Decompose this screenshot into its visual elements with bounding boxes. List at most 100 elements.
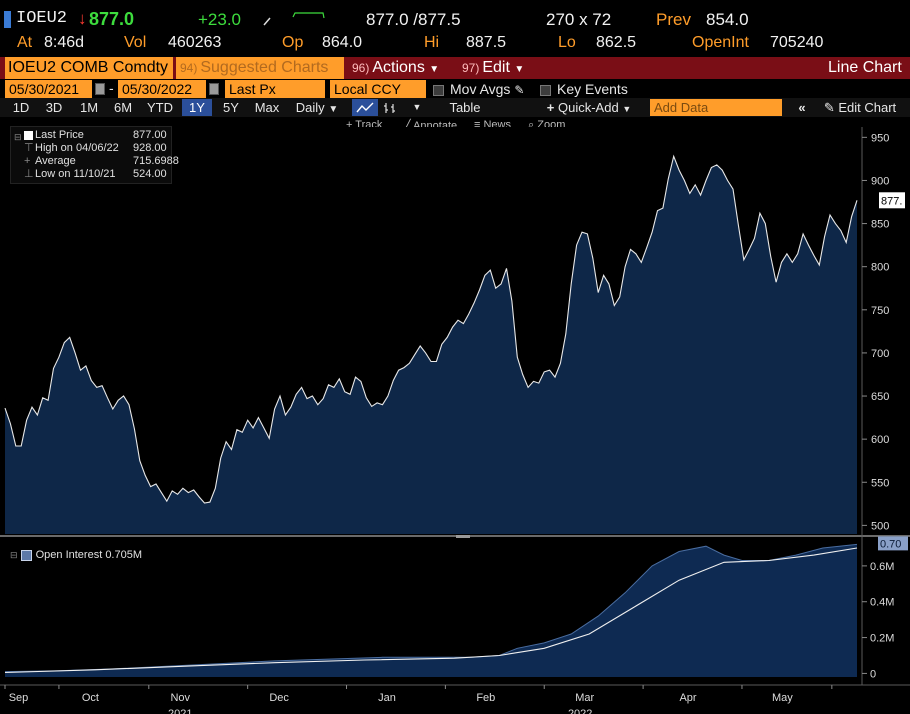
y-tick-label: 700 xyxy=(871,348,889,360)
prev-value: 854.0 xyxy=(706,10,749,29)
open-interest-value: 705240 xyxy=(770,34,824,51)
vol-value: 460263 xyxy=(168,34,222,51)
price-line xyxy=(4,154,858,504)
edit-chart-button[interactable]: ✎ Edit Chart xyxy=(823,100,897,115)
table-button[interactable]: Table xyxy=(449,100,481,115)
open-interest-area xyxy=(5,544,857,677)
range-button-5y[interactable]: 5Y xyxy=(223,100,239,115)
last-oi-tag-label: 0.70 xyxy=(880,538,901,550)
range-button-1m[interactable]: 1M xyxy=(79,100,99,115)
calendar-icon[interactable] xyxy=(95,83,105,95)
last-price-tag xyxy=(879,192,905,209)
y-tick-label: 750 xyxy=(871,305,889,317)
legend-last-price: ⊟ Last Price 877.00 xyxy=(14,129,167,142)
low-value: 862.5 xyxy=(596,34,637,51)
collapse-toolbar-icon[interactable]: « xyxy=(798,100,806,115)
y-tick-label: 0.4M xyxy=(870,597,894,609)
average-marker-icon: + xyxy=(24,155,31,167)
range-button-1d[interactable]: 1D xyxy=(12,100,30,115)
legend-high: ⊤ High on 04/06/22 928.00 xyxy=(24,142,167,154)
legend-low: ⊥ Low on 11/10/21 524.00 xyxy=(24,168,167,180)
line-chart-icon[interactable] xyxy=(352,99,378,116)
range-button-ytd[interactable]: YTD xyxy=(147,100,173,115)
range-button-3d[interactable]: 3D xyxy=(45,100,63,115)
calendar-icon[interactable] xyxy=(209,83,219,95)
y-tick-label: 0.6M xyxy=(870,561,894,573)
net-change: +23.0 xyxy=(198,10,242,29)
range-button-6m[interactable]: 6M xyxy=(113,100,133,115)
last-price: 877.0 xyxy=(89,9,135,29)
y-tick-label: 600 xyxy=(871,434,889,446)
chart-type-caret-icon[interactable]: ▼ xyxy=(412,102,422,112)
y-tick-label: 500 xyxy=(871,520,889,532)
end-date-field[interactable]: 05/30/2022 xyxy=(118,80,206,98)
last-price-tag-label: 877. xyxy=(881,195,902,207)
x-tick-label: Sep xyxy=(9,692,29,704)
x-tick-label: Mar xyxy=(575,692,594,704)
quote-row-2: At 8:46d Vol 460263 Op 864.0 Hi 887.5 Lo… xyxy=(0,34,910,56)
x-tick-label: Nov xyxy=(170,692,190,704)
price-area-fill xyxy=(5,156,857,535)
quote-row-1: IOEU2 ↓ 877.0 +23.0 877.0 /877.5 270 x 7… xyxy=(0,8,910,32)
date-separator: - xyxy=(109,80,114,96)
actions-menu[interactable]: 96) Actions ▼ xyxy=(352,59,440,76)
add-data-input[interactable]: Add Data xyxy=(650,99,782,116)
suggested-charts-button[interactable]: 94) Suggested Charts xyxy=(176,57,344,79)
price-chart[interactable]: 500 550 600 650 700 750 800 850 900 950 877. 0 0.2M 0… xyxy=(0,127,910,714)
ticker-marker xyxy=(4,11,11,28)
x-tick-label: Jan xyxy=(378,692,396,704)
currency-select[interactable]: Local CCY xyxy=(330,80,426,98)
price-field-select[interactable]: Last Px xyxy=(225,80,325,98)
x-tick-label: May xyxy=(772,692,793,704)
checkbox-icon xyxy=(540,84,551,96)
mov-avgs-toggle[interactable]: Mov Avgs ✎ xyxy=(433,81,524,97)
caret-down-icon: ▼ xyxy=(514,64,525,75)
news-icon: ≡ xyxy=(474,119,481,131)
x-tick-label: Oct xyxy=(82,692,99,704)
security-field[interactable]: IOEU2 COMB Comdty xyxy=(5,57,173,79)
collapse-icon: ⊟ xyxy=(14,132,22,142)
period-select[interactable]: Daily ▼ xyxy=(295,100,339,115)
high-marker-icon: ⊤ xyxy=(24,142,34,154)
at-label: At xyxy=(17,34,33,51)
x-year-label: 2022 xyxy=(568,708,592,714)
open-interest-line xyxy=(4,543,858,673)
legend-average: + Average 715.6988 xyxy=(24,155,179,167)
low-marker-icon: ⊥ xyxy=(24,168,34,180)
caret-down-icon: ▼ xyxy=(622,104,632,114)
bid-ask: 877.0 /877.5 xyxy=(366,10,461,29)
ticker[interactable]: IOEU2 xyxy=(16,9,68,28)
caret-down-icon: ▼ xyxy=(429,64,440,75)
zoom-icon: ⌕ xyxy=(528,119,535,131)
crosshair-icon: + xyxy=(346,119,353,131)
bar-chart-icon[interactable] xyxy=(380,99,400,116)
key-events-toggle[interactable]: Key Events xyxy=(540,81,628,97)
last-oi-tag xyxy=(878,536,908,551)
date-bar: 05/30/2021 - 05/30/2022 Last Px Local CC… xyxy=(0,80,910,98)
quick-add-button[interactable]: + Quick-Add ▼ xyxy=(546,100,632,115)
x-year-label: 2021 xyxy=(168,708,192,714)
x-tick-label: Apr xyxy=(679,692,696,704)
vol-label: Vol xyxy=(124,34,147,51)
y-tick-label: 850 xyxy=(871,219,889,231)
open-interest-average-line xyxy=(4,547,858,674)
pane-resize-handle xyxy=(456,535,470,538)
high-label: Hi xyxy=(424,34,440,51)
down-arrow-icon: ↓ xyxy=(78,9,87,28)
y-tick-label: 0 xyxy=(870,668,876,680)
edit-menu[interactable]: 97) Edit ▼ xyxy=(462,59,525,76)
sparkline-icon xyxy=(292,8,326,22)
tick-direction-icon xyxy=(262,12,272,26)
series-swatch xyxy=(24,131,33,140)
caret-down-icon: ▼ xyxy=(328,104,339,115)
open-value: 864.0 xyxy=(322,34,363,51)
y-tick-label: 950 xyxy=(871,132,889,144)
high-value: 887.5 xyxy=(466,34,507,51)
low-label: Lo xyxy=(558,34,576,51)
range-button-max[interactable]: Max xyxy=(254,100,280,115)
plus-icon: + xyxy=(546,100,555,115)
quote-time: 8:46d xyxy=(44,34,85,51)
range-button-1y[interactable]: 1Y xyxy=(182,99,212,116)
pencil-icon: ✎ xyxy=(823,100,835,115)
start-date-field[interactable]: 05/30/2021 xyxy=(5,80,92,98)
